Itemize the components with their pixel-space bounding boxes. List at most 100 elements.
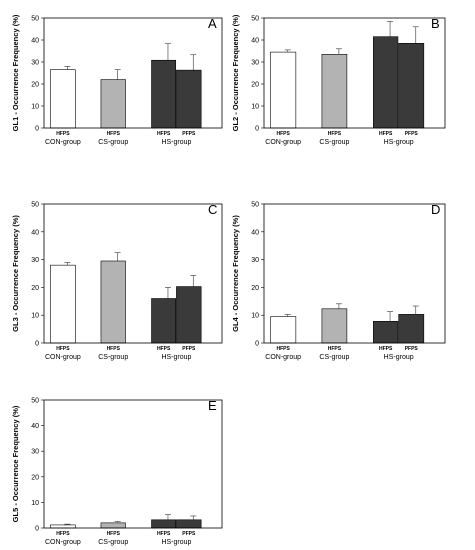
panel-b: HFPS HFPS HFPS PFPS 0 10 20 30 40 50 CON-group CS-g… [231,14,446,146]
bar-label: PFPS [182,346,196,352]
y-tick-label: 30 [251,60,259,67]
group-label: CS-group [98,539,128,546]
y-tick-label: 20 [31,474,39,481]
y-tick-label: 40 [251,38,259,45]
bar-label: HFPS [56,531,70,537]
bar [373,36,399,129]
bar [50,524,76,529]
bar-label: HFPS [157,346,171,352]
y-tick-label: 30 [251,257,259,264]
y-tick-label: 40 [31,229,39,236]
panel-letter: E [208,398,217,413]
y-tick-label: 20 [251,285,259,292]
bar-label: HFPS [107,131,121,137]
y-tick-label: 10 [31,104,39,111]
bar-label: HFPS [107,346,121,352]
y-tick-label: 50 [31,398,39,405]
y-tick-label: 10 [251,313,259,320]
y-tick-label: 40 [31,423,39,430]
bar [321,308,348,344]
y-tick-label: 10 [31,313,39,320]
y-tick-label: 50 [31,16,39,23]
plot-frame [43,203,223,344]
bar-label: HFPS [157,531,171,537]
group-label: HS-group [384,354,414,361]
group-label: CS-group [319,139,349,146]
plot-frame [263,17,446,129]
y-tick-label: 30 [31,60,39,67]
bar-label: PFPS [182,531,196,537]
bar [270,316,297,344]
panel-letter: B [431,16,440,31]
bar-label: HFPS [277,346,291,352]
y-tick-label: 40 [31,38,39,45]
bar [373,321,399,344]
bar [398,314,425,344]
y-axis-label: GL5 - Occurrence Frequency (%) [11,405,20,522]
bar [176,286,202,344]
y-axis-label: GL1 - Occurrence Frequency (%) [11,14,20,131]
y-tick-label: 0 [35,341,39,348]
y-tick-label: 50 [251,202,259,209]
group-label: CS-group [319,354,349,361]
group-label: HS-group [384,139,414,146]
group-label: CON-group [265,354,301,361]
bar [176,519,202,529]
bar-label: HFPS [328,131,342,137]
y-axis-label: GL3 - Occurrence Frequency (%) [11,215,20,332]
group-label: HS-group [161,539,191,546]
bar-label: PFPS [405,131,419,137]
bar-label: HFPS [379,131,393,137]
y-tick-label: 40 [251,229,259,236]
panel-letter: A [208,16,217,31]
y-tick-label: 30 [31,257,39,264]
group-label: CON-group [45,354,81,361]
bar [151,298,177,344]
bar-label: HFPS [328,346,342,352]
bar-label: HFPS [107,531,121,537]
plot-frame [263,203,446,344]
group-label: CS-group [98,354,128,361]
bar [151,519,177,529]
y-tick-label: 20 [31,285,39,292]
y-tick-label: 50 [31,202,39,209]
bar-label: PFPS [182,131,196,137]
panel-a: HFPS HFPS HFPS PFPS 0 10 20 30 40 50 CON-group CS-g… [11,14,223,146]
y-tick-label: 50 [251,16,259,23]
y-tick-label: 0 [35,526,39,533]
plot-frame [43,17,223,129]
y-tick-label: 10 [251,104,259,111]
bar-label: HFPS [379,346,393,352]
group-label: CS-group [98,139,128,146]
bar [100,79,126,129]
group-label: CON-group [45,539,81,546]
bar-label: HFPS [56,131,70,137]
panel-c: HFPS HFPS HFPS PFPS 0 10 20 30 40 50 CON-group CS-g… [11,202,223,361]
bar [270,51,297,129]
group-label: HS-group [161,139,191,146]
group-label: CON-group [45,139,81,146]
plot-frame [43,399,223,529]
y-axis-label: GL2 - Occurrence Frequency (%) [231,14,240,131]
group-label: HS-group [161,354,191,361]
y-tick-label: 0 [255,341,259,348]
bar [100,260,126,344]
y-tick-label: 20 [31,82,39,89]
bar-label: HFPS [157,131,171,137]
y-axis-label: GL4 - Occurrence Frequency (%) [231,215,240,332]
bar [50,264,76,344]
bar-label: HFPS [277,131,291,137]
panel-letter: C [208,202,217,217]
bar [100,522,126,529]
y-tick-label: 30 [31,449,39,456]
bar [176,69,202,129]
panel-d: HFPS HFPS HFPS PFPS 0 10 20 30 40 50 CON-group CS-g… [231,202,446,361]
bar-label: PFPS [405,346,419,352]
bar [398,42,425,129]
y-tick-label: 20 [251,82,259,89]
y-tick-label: 0 [255,126,259,133]
y-tick-label: 10 [31,500,39,507]
panel-e: HFPS HFPS HFPS PFPS 0 10 20 30 40 50 CON-group CS-g… [11,398,223,546]
bar-label: HFPS [56,346,70,352]
